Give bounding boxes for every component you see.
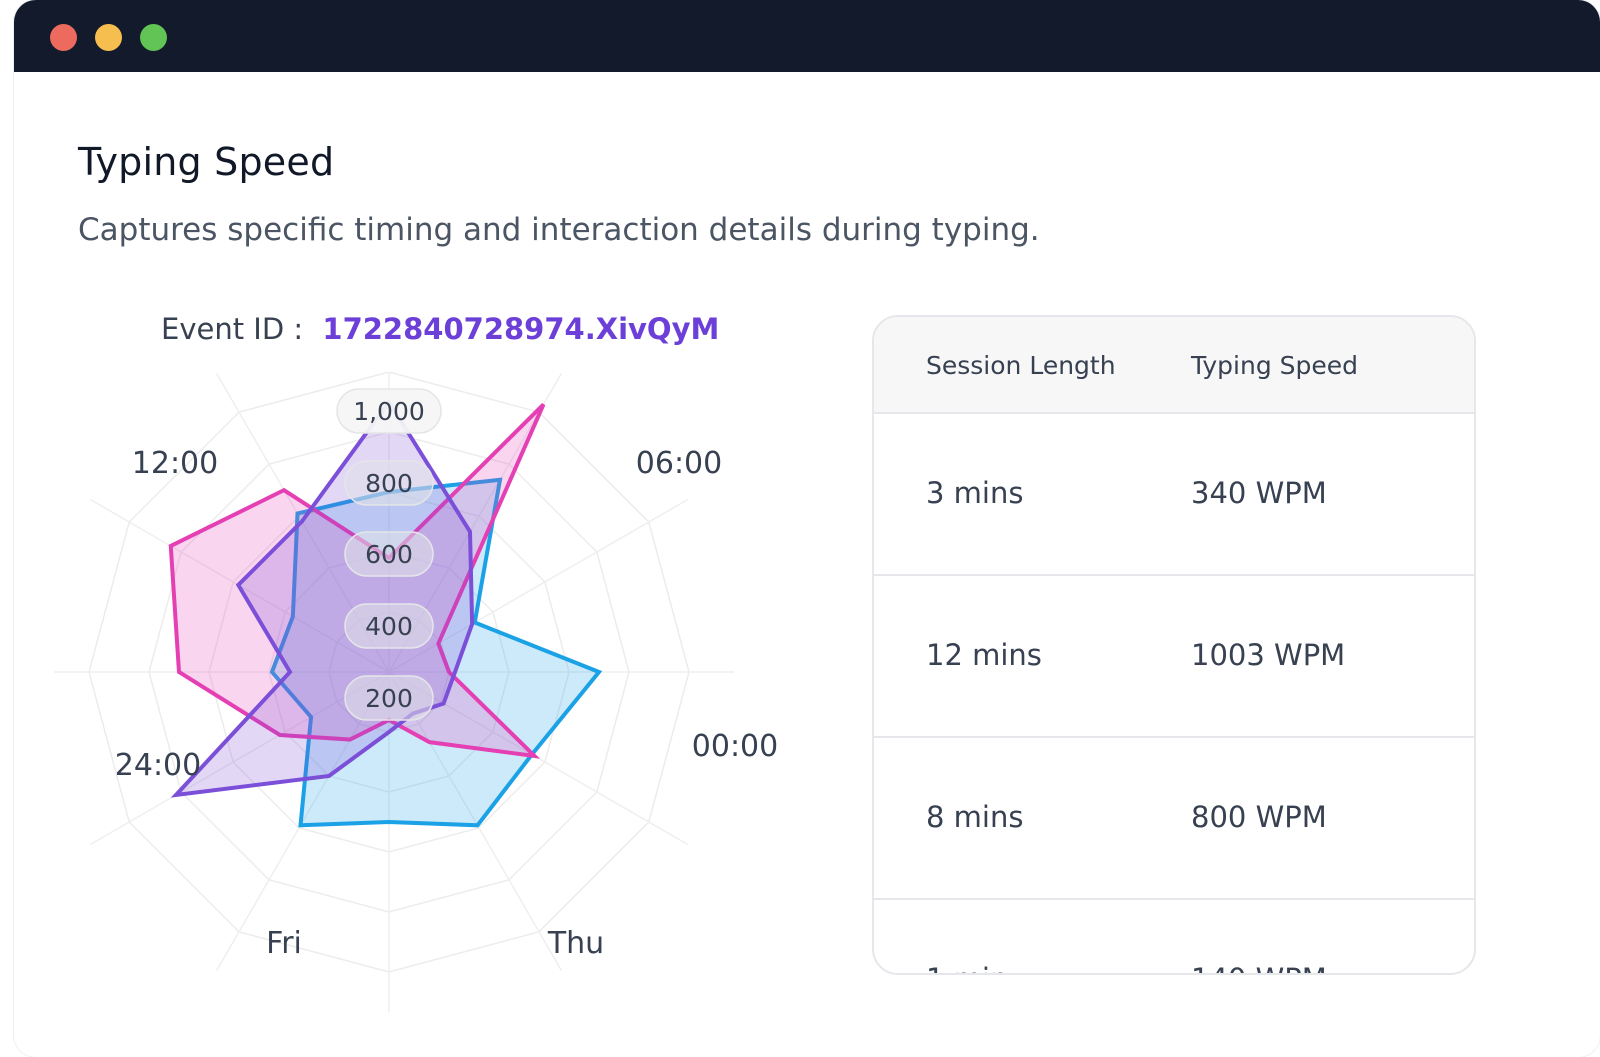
table-header: Session Length Typing Speed (874, 317, 1474, 414)
radial-tick-pill (344, 603, 434, 649)
radar-axis-label: 12:00 (132, 446, 218, 481)
radial-tick-label: 1,000 (353, 397, 425, 426)
session-length-cell: 12 mins (926, 638, 1042, 672)
radial-tick-label: 400 (365, 612, 413, 641)
table-row: 12 mins 1003 WPM (874, 576, 1474, 738)
typing-speed-cell: 140 WPM (1191, 962, 1327, 973)
radar-axis-label: 00:00 (692, 729, 778, 764)
radar-axis-label: 24:00 (115, 748, 201, 783)
typing-speed-cell: 340 WPM (1191, 476, 1327, 510)
radial-tick-label: 200 (365, 684, 413, 713)
page-title: Typing Speed (78, 140, 335, 184)
radar-axis-label: Fri (266, 926, 302, 961)
minimize-window-button[interactable] (95, 24, 122, 51)
column-header-session-length: Session Length (926, 351, 1116, 380)
page-subtitle: Captures specific timing and interaction… (78, 212, 1040, 248)
radial-tick-pill (344, 531, 434, 577)
app-window: Typing Speed Captures specific timing an… (14, 0, 1600, 1057)
column-header-typing-speed: Typing Speed (1191, 351, 1359, 380)
typing-speed-radar-chart: 200 400 600 800 1,000 06:00 00:00 Thu Fri 24:00 12… (54, 372, 778, 1012)
typing-speed-cell: 1003 WPM (1191, 638, 1346, 672)
session-length-cell: 3 mins (926, 476, 1024, 510)
radial-tick-label: 600 (365, 540, 413, 569)
table-row: 1 min 140 WPM (874, 900, 1474, 973)
event-id-label: Event ID : (161, 312, 304, 346)
session-length-cell: 8 mins (926, 800, 1024, 834)
radar-spoke (388, 671, 563, 972)
typing-speed-cell: 800 WPM (1191, 800, 1327, 834)
close-window-button[interactable] (50, 24, 77, 51)
radial-tick-pill (336, 388, 442, 434)
session-table: Session Length Typing Speed 3 mins 340 W… (872, 315, 1476, 975)
event-id-row: Event ID : 1722840728974.XivQyM (161, 312, 719, 346)
radial-tick-label: 800 (365, 469, 413, 498)
radial-tick-pill (344, 460, 434, 506)
radar-axis-label: 06:00 (636, 446, 722, 481)
table-row: 3 mins 340 WPM (874, 414, 1474, 576)
table-row: 8 mins 800 WPM (874, 738, 1474, 900)
radial-tick-pill (344, 675, 434, 721)
radar-axis-label: Thu (547, 926, 604, 961)
window-titlebar (14, 0, 1600, 72)
maximize-window-button[interactable] (140, 24, 167, 51)
event-id-value: 1722840728974.XivQyM (322, 312, 720, 346)
session-length-cell: 1 min (926, 962, 1008, 973)
radar-spoke (89, 671, 390, 846)
